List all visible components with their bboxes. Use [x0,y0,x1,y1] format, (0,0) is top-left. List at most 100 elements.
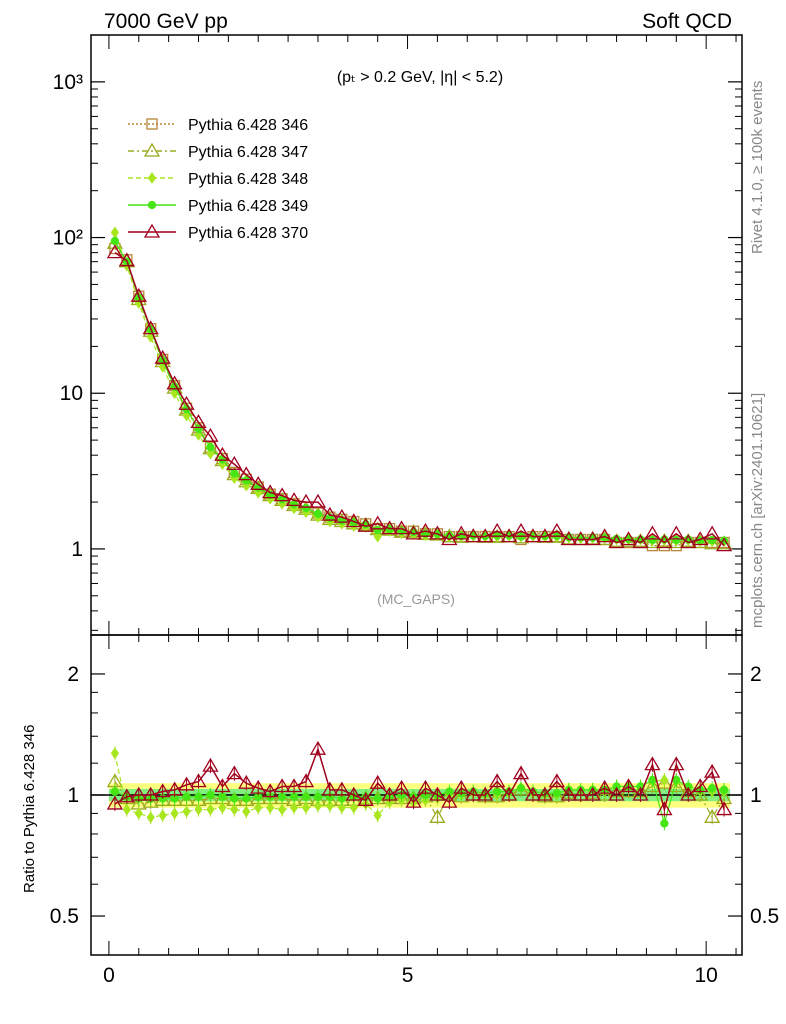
ratio-point-370 [405,793,422,808]
data-point-370 [106,244,124,259]
ratio-point-370 [202,757,219,772]
analysis-label: (MC_GAPS) [377,591,455,607]
legend-label: Pythia 6.428 370 [188,225,308,242]
ratio-point-349 [516,784,526,793]
data-point-370 [608,534,625,549]
ratio-point-370 [465,786,482,801]
data-point-370 [178,395,195,410]
ratio-axis-ticks: 2 2 1 1 0.5 0.5 0 5 10 [50,635,779,987]
header-left-title: 7000 GeV pp [104,10,228,33]
series-line-349 [114,240,725,542]
data-point-370 [692,531,709,546]
ratio-y-tick-label-left: 2 [67,663,79,686]
legend-marker [143,223,161,238]
ratio-point-370 [238,774,255,789]
series-346 [109,242,730,552]
data-point-370 [238,466,255,481]
legend-entry-349: Pythia 6.428 349 [128,198,308,215]
data-point-370 [130,287,147,302]
ratio-point-348 [254,801,263,814]
data-point-370 [226,455,243,470]
ratio-point-370 [692,778,709,793]
main-y-tick-label: 1 [71,538,83,561]
data-point-370 [715,537,733,552]
data-point-349 [373,526,382,535]
legend-label: Pythia 6.428 349 [188,198,308,215]
ratio-point-348 [373,809,382,822]
ratio-point-370 [429,786,446,801]
main-panel: 10³ 10² 10 1 (pₜ > 0.2 GeV, |η| < 5.2) (MC_… [53,34,743,636]
ratio-point-370 [357,792,374,806]
x-tick-label: 0 [103,964,115,987]
data-point-370 [584,531,601,546]
data-point-349 [672,535,681,545]
data-point-370 [453,525,470,540]
main-axis-ticks: 10³ 10² 10 1 [53,34,742,635]
data-point-370 [202,427,219,442]
ratio-point-370 [536,786,554,801]
ratio-point-347 [704,809,721,823]
data-point-370 [488,522,506,537]
data-point-349 [313,509,323,519]
data-point-370 [262,484,279,499]
data-point-370 [572,531,589,546]
legend-entry-348: Pythia 6.428 348 [128,171,308,188]
ratio-point-348 [206,803,215,816]
ratio-point-349 [301,792,311,801]
ratio-point-349 [313,792,323,801]
ratio-point-370 [596,779,613,794]
data-point-370 [250,476,267,490]
ratio-point-348 [325,799,335,812]
data-point-370 [656,534,673,549]
ratio-point-370 [548,773,565,788]
data-point-370 [620,531,637,546]
cut-annotation: (pₜ > 0.2 GeV, |η| < 5.2) [337,69,503,86]
ratio-point-370 [250,779,267,794]
data-point-370 [500,528,518,543]
data-point-370 [214,446,231,461]
ratio-point-348 [242,805,251,818]
data-point-370 [405,525,422,540]
ratio-point-349 [194,792,203,801]
legend-marker [146,118,158,130]
ratio-point-370 [285,778,303,793]
ratio-point-370 [680,786,697,801]
legend-entry-347: Pythia 6.428 347 [128,142,308,161]
data-point-370 [477,528,494,543]
ratio-point-348 [170,807,179,820]
ratio-point-370 [345,786,362,801]
legend-label: Pythia 6.428 348 [188,171,308,188]
ratio-point-370 [704,763,721,778]
data-point-370 [548,522,565,537]
data-point-348 [110,226,120,239]
ratio-y-tick-label-right: 0.5 [750,905,779,928]
ratio-point-349 [719,785,729,794]
data-point-349 [110,236,120,246]
ratio-point-370 [190,773,207,788]
ratio-point-349 [289,792,299,801]
data-point-370 [369,515,386,530]
data-point-349 [289,500,299,509]
ratio-point-370 [524,786,542,801]
ratio-point-370 [297,773,315,788]
ratio-point-348 [158,809,167,822]
ratio-point-347 [596,786,613,801]
main-y-tick-label: 10³ [53,71,83,94]
ratio-point-370 [273,778,291,793]
ratio-point-370 [572,786,589,801]
ratio-point-349 [492,787,502,796]
ratio-panel: 2 2 1 1 0.5 0.5 0 5 10 Ratio to Pythia 6.428 346 [21,634,779,987]
ratio-point-348 [313,799,323,812]
data-point-370 [524,528,542,543]
ratio-point-370 [656,801,673,816]
data-point-370 [536,528,554,543]
ratio-y-tick-label-right: 2 [750,663,762,686]
data-point-370 [345,513,362,528]
ratio-point-348 [110,747,120,760]
data-point-349 [230,469,239,478]
ratio-y-tick-label-left: 0.5 [50,905,79,928]
data-point-349 [206,443,215,452]
series-349 [110,236,729,545]
ratio-point-349 [182,792,191,801]
